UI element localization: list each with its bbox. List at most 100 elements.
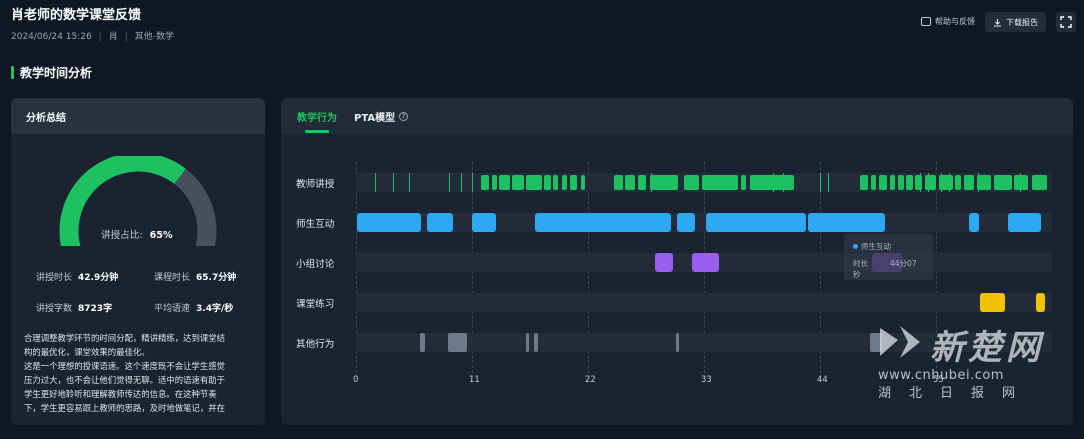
lecture-tick[interactable]	[948, 173, 950, 192]
lecture-segment[interactable]	[543, 175, 552, 190]
lecture-segment[interactable]	[954, 175, 962, 190]
stat-label: 讲授时长	[36, 273, 73, 283]
lecture-segment[interactable]	[650, 175, 678, 190]
interact-segment[interactable]	[535, 213, 672, 232]
tab-teaching-behavior[interactable]: 教学行为	[297, 113, 337, 124]
lecture-segment[interactable]	[637, 175, 646, 190]
site-watermark: 新楚网 www.cnhubei.com 湖北日报网	[878, 320, 1068, 402]
lecture-segment[interactable]	[898, 175, 905, 190]
lecture-segment[interactable]	[977, 175, 991, 190]
watermark-brand: 新楚网	[930, 328, 1044, 368]
download-report-label: 下载报告	[1006, 17, 1038, 27]
lecture-segment[interactable]	[906, 175, 913, 190]
lecture-tick[interactable]	[408, 173, 410, 192]
lecture-segment[interactable]	[683, 175, 699, 190]
brand-logo-icon	[880, 326, 920, 358]
lecture-segment[interactable]	[889, 175, 895, 190]
other-segment[interactable]	[534, 333, 539, 352]
lecture-segment[interactable]	[925, 175, 936, 190]
lecture-tick[interactable]	[1020, 173, 1022, 192]
fullscreen-button[interactable]	[1056, 12, 1076, 32]
lecture-tick[interactable]	[941, 173, 943, 192]
tooltip-value: 44分07秒	[853, 259, 917, 279]
lecture-segment[interactable]	[499, 175, 510, 190]
gauge-caption: 讲授占比: 65%	[101, 227, 173, 241]
lecture-segment[interactable]	[561, 175, 567, 190]
interact-segment[interactable]	[1007, 213, 1042, 232]
other-segment[interactable]	[420, 333, 425, 352]
interact-segment[interactable]	[472, 213, 497, 232]
other-segment[interactable]	[525, 333, 529, 352]
lecture-segment[interactable]	[553, 175, 559, 190]
lecture-segment[interactable]	[860, 175, 869, 190]
lecture-segment[interactable]	[964, 175, 974, 190]
lecture-tick[interactable]	[927, 173, 929, 192]
other-segment[interactable]	[869, 333, 883, 352]
lecture-tick[interactable]	[461, 173, 463, 192]
interact-segment[interactable]	[426, 213, 453, 232]
interact-segment[interactable]	[706, 213, 807, 232]
lecture-tick[interactable]	[772, 173, 774, 192]
chart-tooltip: 师生互动 时长 44分07秒	[844, 234, 933, 280]
x-tick-label: 0	[353, 374, 359, 384]
analysis-summary-card: 分析总结	[11, 98, 265, 425]
lecture-segment[interactable]	[525, 175, 542, 190]
stat-label: 讲授字数	[36, 304, 73, 314]
meta-date: 2024/06/24 15:26	[11, 32, 92, 42]
lecture-segment[interactable]	[1031, 175, 1047, 190]
download-report-button[interactable]: 下载报告	[985, 12, 1046, 32]
lecture-tick[interactable]	[978, 173, 980, 192]
lecture-tick[interactable]	[374, 173, 376, 192]
watermark-cn: 湖北日报网	[878, 386, 1034, 401]
other-segment[interactable]	[447, 333, 467, 352]
interact-segment[interactable]	[357, 213, 422, 232]
lecture-tick[interactable]	[783, 173, 785, 192]
lecture-segment[interactable]	[570, 175, 578, 190]
lecture-segment[interactable]	[740, 175, 747, 190]
lecture-tick[interactable]	[828, 173, 830, 192]
lecture-segment[interactable]	[914, 175, 923, 190]
stat-speech-speed: 平均语速 3.4字/秒	[154, 301, 233, 314]
group-segment[interactable]	[692, 253, 719, 272]
section-heading: 教学时间分析	[11, 64, 92, 81]
group-segment[interactable]	[655, 253, 674, 272]
active-tab-indicator	[305, 130, 329, 133]
desc-line: 压力过大，也不会让他们觉得无聊。适中的语速有助于	[24, 375, 225, 385]
lecture-tick[interactable]	[448, 173, 450, 192]
lecture-tick[interactable]	[472, 173, 473, 192]
row-label-interact: 师生互动	[296, 219, 335, 230]
lecture-tick[interactable]	[651, 173, 653, 192]
interact-segment[interactable]	[676, 213, 695, 232]
help-feedback-button[interactable]: 帮助与反馈	[921, 16, 975, 27]
interact-segment[interactable]	[808, 213, 886, 232]
lecture-tick[interactable]	[820, 173, 821, 192]
lecture-segment[interactable]	[492, 175, 498, 190]
lecture-tick[interactable]	[920, 173, 922, 192]
meta-divider: |	[98, 32, 102, 42]
lecture-segment[interactable]	[701, 175, 738, 190]
lecture-segment[interactable]	[614, 175, 623, 190]
lecture-segment[interactable]	[512, 175, 524, 190]
lecture-segment[interactable]	[580, 175, 585, 190]
lecture-segment[interactable]	[481, 175, 489, 190]
interact-segment[interactable]	[968, 213, 980, 232]
row-track-lecture	[356, 173, 1052, 192]
practice-segment[interactable]	[980, 293, 1005, 312]
practice-segment[interactable]	[1036, 293, 1045, 312]
lecture-segment[interactable]	[879, 175, 888, 190]
fullscreen-icon	[1060, 16, 1072, 28]
lecture-segment[interactable]	[994, 175, 1012, 190]
question-icon[interactable]: ?	[399, 112, 409, 121]
lecture-segment[interactable]	[870, 175, 876, 190]
desc-line: 学生更好地聆听和理解教师传达的信息。在这种节奏	[24, 389, 217, 399]
lecture-segment[interactable]	[624, 175, 636, 190]
section-accent-bar	[11, 66, 14, 79]
other-segment[interactable]	[675, 333, 679, 352]
help-feedback-label: 帮助与反馈	[935, 17, 975, 26]
lecture-segment[interactable]	[750, 175, 794, 190]
row-label-practice: 课堂练习	[296, 299, 335, 310]
desc-line: 构的最优化，课堂效果的最佳化。	[24, 347, 150, 357]
lecture-tick[interactable]	[392, 173, 394, 192]
tab-pta-model[interactable]: PTA模型 ?	[354, 109, 409, 124]
summary-description: 合理调整教学环节的时间分配，精讲精练，达到课堂结 构的最优化，课堂效果的最佳化。…	[24, 331, 248, 421]
